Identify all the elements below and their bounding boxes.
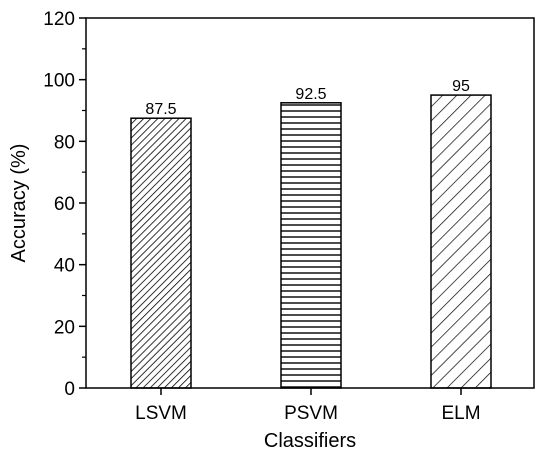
x-tick-label-psvm: PSVM (284, 403, 338, 424)
y-tick-label: 120 (43, 9, 75, 30)
x-axis-tick-labels: LSVM PSVM ELM (135, 403, 480, 424)
x-axis-label: Classifiers (264, 430, 356, 452)
y-tick-label: 40 (54, 256, 75, 277)
y-axis-label: Accuracy (%) (8, 144, 30, 263)
y-tick-label: 100 (43, 71, 75, 92)
y-tick-label: 20 (54, 317, 75, 338)
y-tick-label: 80 (54, 132, 75, 153)
bar-elm (430, 94, 492, 389)
x-tick-label-elm: ELM (441, 403, 480, 424)
bar-psvm (280, 102, 342, 389)
y-tick-label: 60 (54, 194, 75, 215)
y-tick-label: 0 (64, 379, 75, 400)
y-axis-tick-labels: 0 20 40 60 80 100 120 (43, 9, 75, 400)
data-label-elm: 95 (452, 78, 470, 95)
data-labels: 87.5 92.5 95 (145, 78, 470, 118)
data-label-lsvm: 87.5 (145, 101, 176, 118)
x-axis-ticks (160, 388, 462, 395)
x-tick-label-lsvm: LSVM (135, 403, 187, 424)
bar-lsvm (130, 117, 192, 389)
plot-area-frame (85, 17, 535, 389)
bars (130, 94, 492, 389)
y-axis-ticks (79, 17, 86, 389)
data-label-psvm: 92.5 (295, 86, 326, 103)
